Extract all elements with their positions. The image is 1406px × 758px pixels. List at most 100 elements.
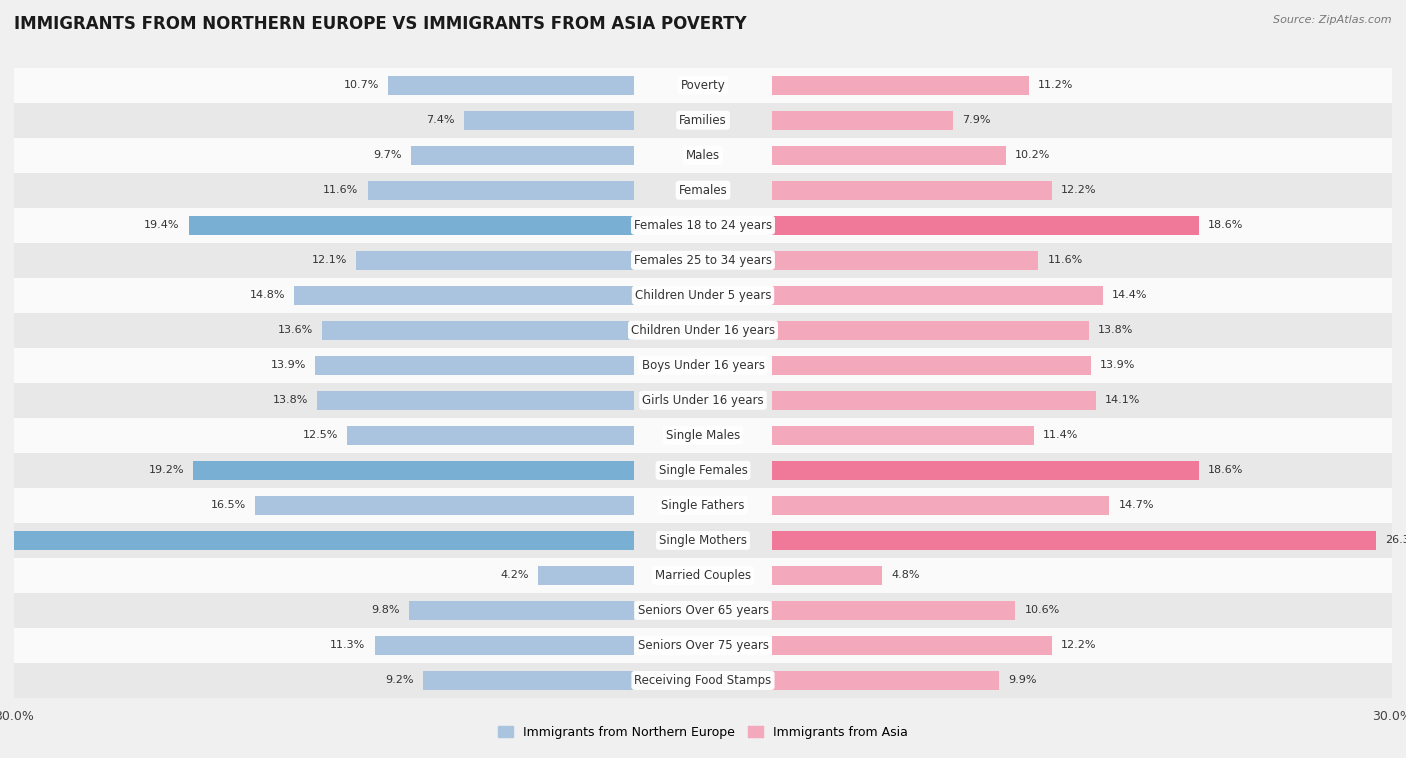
Bar — [14, 663, 1392, 698]
Bar — [14, 348, 1392, 383]
Bar — [772, 601, 1015, 620]
Text: Girls Under 16 years: Girls Under 16 years — [643, 394, 763, 407]
Bar — [14, 558, 1392, 593]
Text: 9.9%: 9.9% — [1008, 675, 1038, 685]
Bar — [188, 215, 634, 235]
Bar — [772, 356, 1091, 375]
Bar — [14, 523, 1392, 558]
Bar — [537, 565, 634, 585]
Bar — [14, 173, 1392, 208]
Text: 11.3%: 11.3% — [330, 641, 366, 650]
Bar — [347, 426, 634, 445]
Text: 12.2%: 12.2% — [1062, 641, 1097, 650]
Bar — [256, 496, 634, 515]
Text: Females 25 to 34 years: Females 25 to 34 years — [634, 254, 772, 267]
Text: 19.2%: 19.2% — [149, 465, 184, 475]
Bar — [14, 277, 1392, 313]
Text: Seniors Over 75 years: Seniors Over 75 years — [637, 639, 769, 652]
Bar — [772, 215, 1199, 235]
Text: 7.9%: 7.9% — [963, 115, 991, 125]
Text: 14.4%: 14.4% — [1112, 290, 1147, 300]
Bar — [322, 321, 634, 340]
Bar — [772, 76, 1029, 95]
Bar — [7, 531, 634, 550]
Bar — [14, 102, 1392, 138]
Bar — [368, 180, 634, 200]
Bar — [14, 138, 1392, 173]
Text: Seniors Over 65 years: Seniors Over 65 years — [637, 604, 769, 617]
Bar — [772, 636, 1052, 655]
Text: 18.6%: 18.6% — [1208, 221, 1243, 230]
Bar — [14, 488, 1392, 523]
Text: 11.6%: 11.6% — [1047, 255, 1083, 265]
Text: 9.2%: 9.2% — [385, 675, 413, 685]
Bar — [318, 390, 634, 410]
Text: 4.8%: 4.8% — [891, 570, 920, 581]
Text: 18.6%: 18.6% — [1208, 465, 1243, 475]
Text: 19.4%: 19.4% — [143, 221, 180, 230]
Text: Males: Males — [686, 149, 720, 161]
Bar — [14, 208, 1392, 243]
Bar — [193, 461, 634, 480]
Text: Children Under 5 years: Children Under 5 years — [634, 289, 772, 302]
Bar — [772, 146, 1007, 164]
Text: Children Under 16 years: Children Under 16 years — [631, 324, 775, 337]
Text: 13.9%: 13.9% — [1101, 360, 1136, 370]
Text: Single Females: Single Females — [658, 464, 748, 477]
Bar — [14, 628, 1392, 663]
Bar — [464, 111, 634, 130]
Text: 13.8%: 13.8% — [273, 396, 308, 406]
Text: Boys Under 16 years: Boys Under 16 years — [641, 359, 765, 371]
Bar — [772, 531, 1376, 550]
Bar — [772, 111, 953, 130]
Text: 12.5%: 12.5% — [302, 431, 337, 440]
Bar — [14, 243, 1392, 277]
Text: 26.3%: 26.3% — [1385, 535, 1406, 545]
Bar — [772, 286, 1102, 305]
Text: 12.1%: 12.1% — [312, 255, 347, 265]
Bar — [772, 461, 1199, 480]
Text: 14.1%: 14.1% — [1105, 396, 1140, 406]
Text: IMMIGRANTS FROM NORTHERN EUROPE VS IMMIGRANTS FROM ASIA POVERTY: IMMIGRANTS FROM NORTHERN EUROPE VS IMMIG… — [14, 15, 747, 33]
Text: 10.6%: 10.6% — [1025, 606, 1060, 615]
Text: Married Couples: Married Couples — [655, 569, 751, 582]
Text: 11.2%: 11.2% — [1038, 80, 1074, 90]
Bar — [294, 286, 634, 305]
Bar — [409, 601, 634, 620]
Text: 12.2%: 12.2% — [1062, 185, 1097, 196]
Bar — [14, 453, 1392, 488]
Text: 10.7%: 10.7% — [344, 80, 380, 90]
Bar — [14, 383, 1392, 418]
Text: 9.8%: 9.8% — [371, 606, 399, 615]
Text: Single Mothers: Single Mothers — [659, 534, 747, 547]
Text: 14.7%: 14.7% — [1119, 500, 1154, 510]
Text: Families: Families — [679, 114, 727, 127]
Legend: Immigrants from Northern Europe, Immigrants from Asia: Immigrants from Northern Europe, Immigra… — [494, 721, 912, 744]
Bar — [772, 321, 1088, 340]
Text: Receiving Food Stamps: Receiving Food Stamps — [634, 674, 772, 687]
Bar — [356, 251, 634, 270]
Text: Poverty: Poverty — [681, 79, 725, 92]
Text: Females: Females — [679, 183, 727, 196]
Text: 10.2%: 10.2% — [1015, 150, 1050, 160]
Bar — [772, 496, 1109, 515]
Text: 11.6%: 11.6% — [323, 185, 359, 196]
Text: 13.9%: 13.9% — [270, 360, 305, 370]
Bar — [772, 251, 1038, 270]
Text: 7.4%: 7.4% — [426, 115, 456, 125]
Bar — [315, 356, 634, 375]
Text: 11.4%: 11.4% — [1043, 431, 1078, 440]
Bar — [388, 76, 634, 95]
Text: 16.5%: 16.5% — [211, 500, 246, 510]
Bar — [14, 67, 1392, 102]
Bar — [772, 180, 1052, 200]
Bar — [14, 313, 1392, 348]
Text: Females 18 to 24 years: Females 18 to 24 years — [634, 219, 772, 232]
Text: 14.8%: 14.8% — [249, 290, 285, 300]
Bar — [772, 426, 1033, 445]
Bar — [772, 390, 1095, 410]
Bar — [14, 418, 1392, 453]
Text: 4.2%: 4.2% — [501, 570, 529, 581]
Bar — [374, 636, 634, 655]
Bar — [772, 565, 882, 585]
